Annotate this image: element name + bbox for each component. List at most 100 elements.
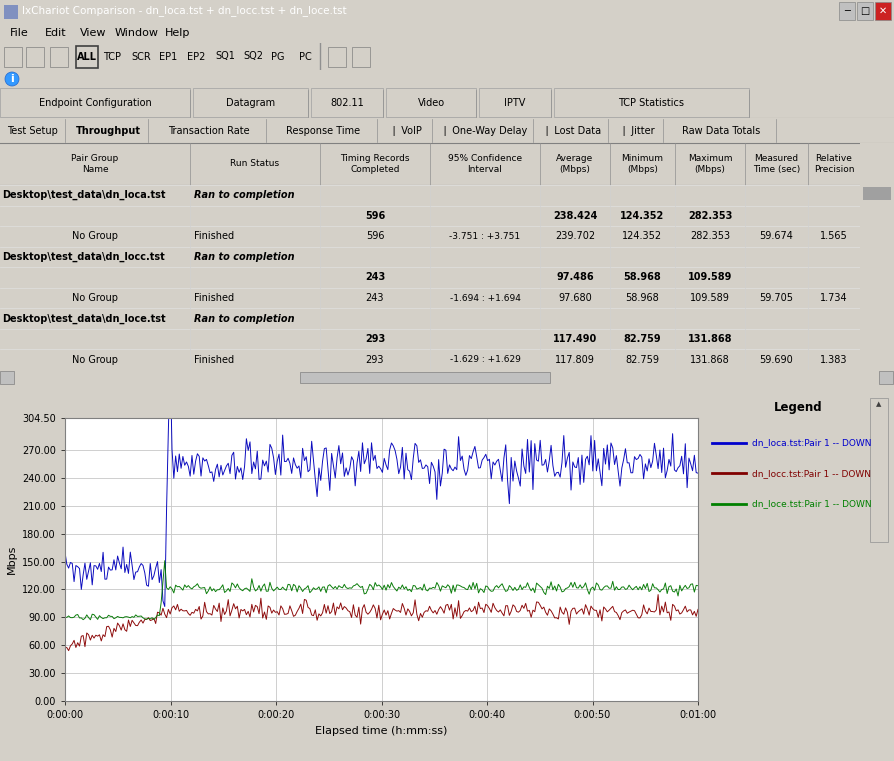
Bar [554,88,749,117]
Text: ❘ One-Way Delay: ❘ One-Way Delay [441,126,527,135]
Text: 293: 293 [366,355,384,365]
Text: 131.868: 131.868 [690,355,730,365]
Text: Transaction Rate: Transaction Rate [168,126,249,135]
Text: 282.353: 282.353 [690,231,730,241]
Bar [857,2,873,20]
Text: PG: PG [271,52,284,62]
Bar [76,46,98,68]
Text: No Group: No Group [72,231,118,241]
Bar [870,397,889,542]
Bar [839,2,855,20]
Text: Run Status: Run Status [231,160,280,168]
Text: 243: 243 [366,293,384,303]
Text: 596: 596 [366,231,384,241]
Bar [50,47,68,67]
Bar [26,47,44,67]
Bar [386,88,476,117]
Text: Finished: Finished [194,355,234,365]
Text: Desktop\test_data\dn_locc.tst: Desktop\test_data\dn_locc.tst [2,252,164,262]
Text: ❘ Lost Data: ❘ Lost Data [543,126,601,135]
Text: EP1: EP1 [159,52,177,62]
Text: Maximum
(Mbps): Maximum (Mbps) [687,154,732,174]
Text: Minimum
(Mbps): Minimum (Mbps) [621,154,663,174]
Text: Finished: Finished [194,231,234,241]
Bar [864,187,890,200]
Text: SCR: SCR [131,52,151,62]
Bar [4,47,22,67]
Text: 124.352: 124.352 [620,211,664,221]
Text: dn_locc.tst:Pair 1 -- DOWN: dn_locc.tst:Pair 1 -- DOWN [752,469,871,478]
Text: Ran to completion: Ran to completion [194,314,295,323]
Text: ─: ─ [844,6,850,16]
Text: 59.690: 59.690 [760,355,793,365]
Text: □: □ [860,6,870,16]
Text: 1.383: 1.383 [821,355,848,365]
Text: dn_loca.tst:Pair 1 -- DOWN: dn_loca.tst:Pair 1 -- DOWN [752,438,872,447]
Text: 82.759: 82.759 [624,334,662,344]
Bar [0,88,190,117]
Text: ALL: ALL [77,52,97,62]
Text: Average
(Mbps): Average (Mbps) [556,154,594,174]
Text: Finished: Finished [194,293,234,303]
Text: Raw Data Totals: Raw Data Totals [682,126,760,135]
Text: 802.11: 802.11 [330,98,364,108]
Text: 117.809: 117.809 [555,355,595,365]
Y-axis label: Mbps: Mbps [6,545,17,575]
Text: View: View [80,27,106,37]
Text: Edit: Edit [45,27,67,37]
Text: 131.868: 131.868 [687,334,732,344]
Bar [328,47,346,67]
X-axis label: Elapsed time (h:mm:ss): Elapsed time (h:mm:ss) [316,725,448,736]
Text: No Group: No Group [72,355,118,365]
Text: Ran to completion: Ran to completion [194,190,295,200]
Text: i: i [10,74,14,84]
Text: 238.424: 238.424 [552,211,597,221]
Bar [193,88,308,117]
Text: Desktop\test_data\dn_loca.tst: Desktop\test_data\dn_loca.tst [2,190,165,200]
Text: 59.705: 59.705 [760,293,794,303]
Bar [875,2,891,20]
Text: 109.589: 109.589 [687,272,732,282]
Text: Desktop\test_data\dn_loce.tst: Desktop\test_data\dn_loce.tst [2,314,165,323]
Text: 1.565: 1.565 [820,231,848,241]
Text: No Group: No Group [72,293,118,303]
Text: ❘ Jitter: ❘ Jitter [620,126,654,135]
Text: 109.589: 109.589 [690,293,730,303]
Text: 95% Confidence
Interval: 95% Confidence Interval [448,154,522,174]
Bar [0,371,14,384]
Text: IxChariot Comparison - dn_loca.tst + dn_locc.tst + dn_loce.tst: IxChariot Comparison - dn_loca.tst + dn_… [22,5,347,17]
Text: TCP: TCP [103,52,121,62]
Text: 59.674: 59.674 [760,231,794,241]
Text: Response Time: Response Time [286,126,360,135]
Text: Measured
Time (sec): Measured Time (sec) [753,154,800,174]
Bar [311,88,383,117]
Text: Test Setup: Test Setup [7,126,58,135]
Text: ▲: ▲ [876,401,881,407]
Text: 97.486: 97.486 [556,272,594,282]
Text: -3.751 : +3.751: -3.751 : +3.751 [450,232,520,241]
Text: Help: Help [165,27,190,37]
Text: 282.353: 282.353 [687,211,732,221]
Text: 97.680: 97.680 [558,293,592,303]
Text: Video: Video [417,98,444,108]
Text: Ran to completion: Ran to completion [194,252,295,262]
Text: Legend: Legend [774,401,822,415]
Circle shape [5,72,19,86]
Bar [4,5,18,19]
Text: 293: 293 [365,334,385,344]
Text: TCP Statistics: TCP Statistics [619,98,685,108]
Text: 82.759: 82.759 [626,355,660,365]
Text: Pair Group
Name: Pair Group Name [72,154,119,174]
Text: 596: 596 [365,211,385,221]
Text: 58.968: 58.968 [624,272,662,282]
Text: -1.694 : +1.694: -1.694 : +1.694 [450,294,520,303]
Text: ❘ VoIP: ❘ VoIP [390,126,422,135]
Text: IPTV: IPTV [504,98,526,108]
Text: Window: Window [115,27,159,37]
Text: 239.702: 239.702 [555,231,595,241]
Text: Timing Records
Completed: Timing Records Completed [341,154,409,174]
Text: PC: PC [299,52,312,62]
Text: SQ2: SQ2 [243,52,263,62]
Bar [479,88,551,117]
Bar [300,372,550,383]
